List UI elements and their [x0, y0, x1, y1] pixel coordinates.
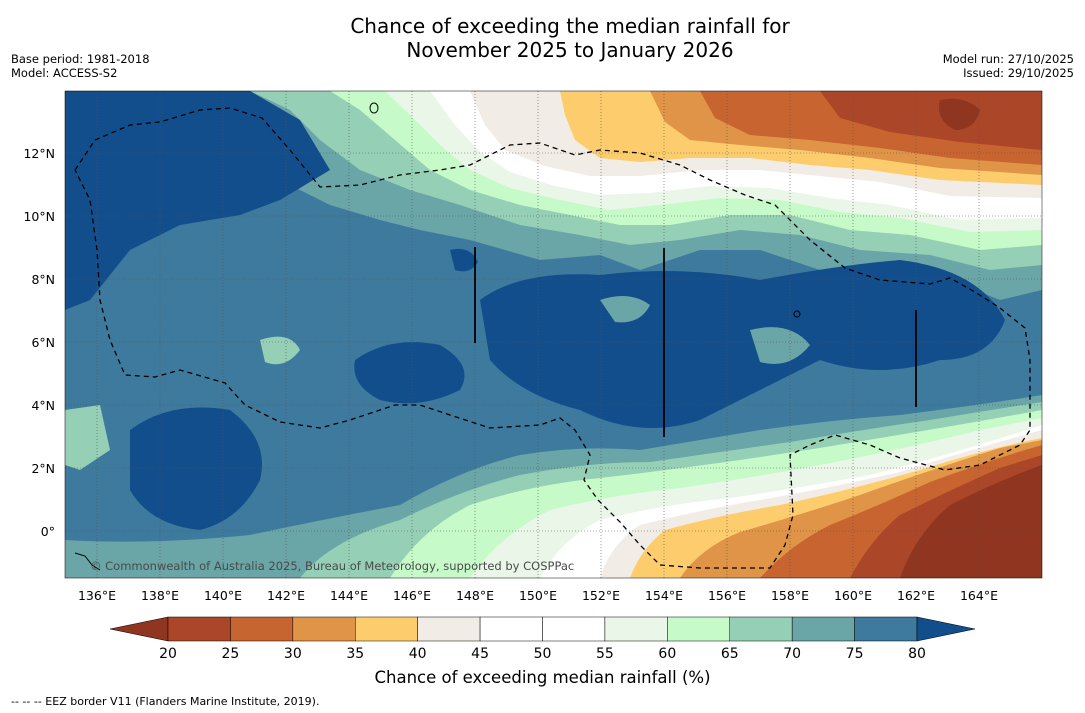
lat-label: 4°N [31, 398, 55, 413]
colorbar-label: Chance of exceeding median rainfall (%) [374, 668, 711, 687]
title-line-1: Chance of exceeding the median rainfall … [350, 14, 790, 38]
lat-axis-labels: 12°N 10°N 8°N 6°N 4°N 2°N 0° [23, 146, 55, 539]
core-80-northwest [65, 91, 330, 310]
colorbar-cell [355, 616, 418, 642]
colorbar-tick-label: 55 [596, 646, 614, 662]
colorbar-tick-label: 30 [284, 646, 302, 662]
colorbar-cell [791, 616, 855, 642]
base-period: Base period: 1981-2018 [11, 52, 150, 66]
map-title: Chance of exceeding the median rainfall … [0, 14, 1085, 62]
eez-border [74, 107, 1031, 569]
patch-65-a [260, 336, 300, 365]
patch-70-a [600, 296, 650, 323]
lat-label: 12°N [23, 146, 55, 161]
lat-label: 8°N [31, 272, 55, 287]
lon-axis-labels: 136°E 138°E 140°E 142°E 144°E 146°E 148°… [78, 588, 998, 603]
copyright-text: © Commonwealth of Australia 2025, Bureau… [90, 559, 574, 573]
band-20-south [900, 465, 1042, 578]
colorbar-cell [604, 616, 668, 642]
lon-label: 138°E [141, 588, 179, 603]
colorbar-cell [167, 616, 231, 642]
lon-label: 136°E [78, 588, 116, 603]
colorbar: 20 25 30 35 40 45 50 55 60 65 70 75 80 [109, 616, 976, 662]
island-outline-2 [793, 310, 801, 318]
colorbar-tick-label: 35 [346, 646, 364, 662]
core-80-southwest [130, 407, 262, 530]
lat-label: 0° [41, 524, 55, 539]
coastline-southwest [74, 552, 101, 571]
map-frame [64, 90, 1043, 579]
colorbar-tick-label: 45 [471, 646, 489, 662]
colorbar-tick-label: 75 [846, 646, 864, 662]
lon-label: 160°E [834, 588, 872, 603]
colorbar-under-arrow [109, 616, 169, 642]
lon-label: 152°E [582, 588, 620, 603]
lat-label: 6°N [31, 335, 55, 350]
patch-65-west [65, 405, 110, 470]
colorbar-tick-label: 40 [409, 646, 427, 662]
colorbar-cell [292, 616, 356, 642]
colorbar-cell [479, 616, 543, 642]
colorbar-ticks: 20 25 30 35 40 45 50 55 60 65 70 75 80 [159, 646, 926, 662]
lon-label: 150°E [519, 588, 557, 603]
lat-label: 2°N [31, 461, 55, 476]
colorbar-cell [667, 616, 730, 642]
lon-label: 146°E [393, 588, 431, 603]
colorbar-cell [729, 616, 793, 642]
core-80-spot [450, 248, 478, 272]
colorbar-tick-label: 80 [908, 646, 926, 662]
eez-legend-note: -- -- -- EEZ border V11 (Flanders Marine… [11, 695, 320, 708]
lon-label: 158°E [771, 588, 809, 603]
band-25 [820, 91, 1042, 150]
model-name: Model: ACCESS-S2 [11, 66, 118, 80]
colorbar-cell [230, 616, 294, 642]
colorbar-tick-label: 20 [159, 646, 177, 662]
issued-date: Issued: 29/10/2025 [963, 66, 1074, 80]
colorbar-tick-label: 65 [721, 646, 739, 662]
lon-label: 142°E [267, 588, 305, 603]
map-field [65, 91, 1042, 578]
lon-label: 144°E [330, 588, 368, 603]
patch-70-b [750, 327, 810, 364]
model-run: Model run: 27/10/2025 [942, 52, 1074, 66]
colorbar-cells [167, 616, 918, 642]
run-info: Model run: 27/10/2025 Issued: 29/10/2025 [943, 52, 1074, 80]
lon-label: 148°E [456, 588, 494, 603]
lon-label: 154°E [645, 588, 683, 603]
colorbar-tick-label: 70 [783, 646, 801, 662]
lat-label: 10°N [23, 209, 55, 224]
lon-label: 162°E [897, 588, 935, 603]
band-20-north [939, 98, 980, 130]
colorbar-over-arrow [916, 616, 976, 642]
colorbar-tick-label: 60 [658, 646, 676, 662]
colorbar-cell [854, 616, 918, 642]
model-info: Base period: 1981-2018 Model: ACCESS-S2 [11, 52, 150, 80]
colorbar-cell [542, 616, 606, 642]
lon-label: 140°E [204, 588, 242, 603]
lon-label: 156°E [708, 588, 746, 603]
colorbar-tick-label: 25 [222, 646, 240, 662]
island-outline [369, 102, 379, 114]
lon-label: 164°E [960, 588, 998, 603]
colorbar-cell [417, 616, 481, 642]
title-line-2: November 2025 to January 2026 [406, 38, 734, 62]
core-80-small [354, 342, 465, 404]
colorbar-tick-label: 50 [534, 646, 552, 662]
